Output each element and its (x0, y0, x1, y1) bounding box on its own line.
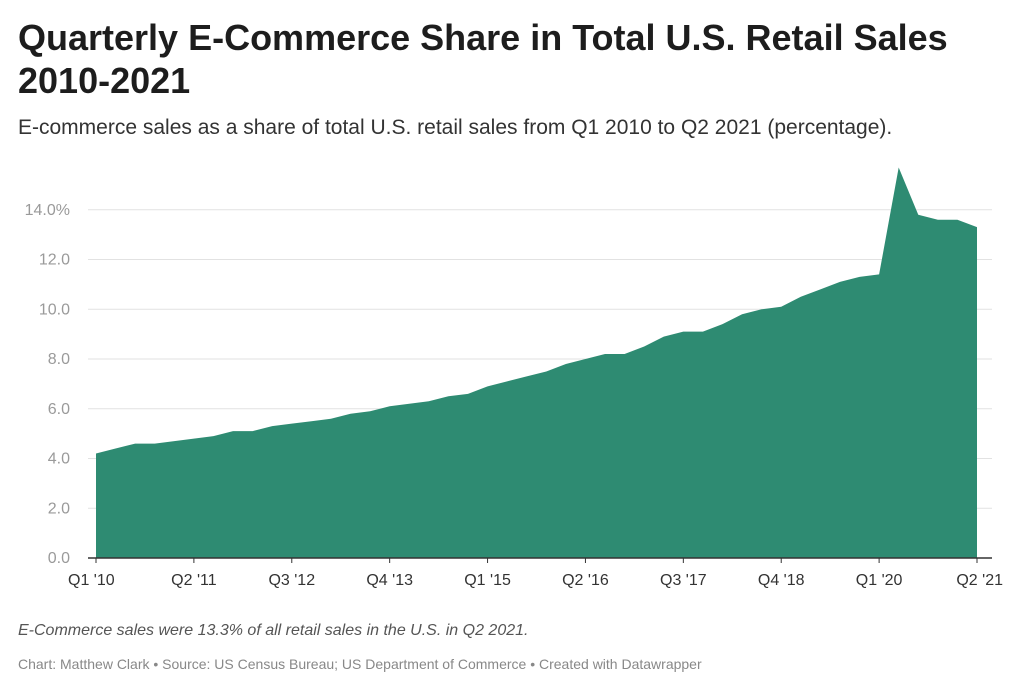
y-axis-labels: 0.0 2.0 4.0 6.0 8.0 10.0 12.0 14.0% (25, 202, 70, 567)
chart-subtitle: E-commerce sales as a share of total U.S… (18, 116, 893, 139)
y-tick-label: 4.0 (48, 451, 70, 468)
y-tick-label: 8.0 (48, 351, 70, 368)
x-tick-label: Q2 '16 (562, 572, 609, 589)
y-tick-label: 6.0 (48, 401, 70, 418)
x-axis-labels: Q1 '10 Q2 '11 Q3 '12 Q4 '13 Q1 '15 Q2 '16 Q3 '… (68, 558, 1003, 589)
x-tick-label: Q1 '20 (856, 572, 903, 589)
area-series (88, 167, 992, 559)
x-tick-label: Q2 '21 (956, 572, 1003, 589)
y-tick-label: 14.0% (25, 202, 70, 219)
annotation-note: E-Commerce sales were 13.3% of all retai… (18, 622, 529, 639)
y-tick-label: 2.0 (48, 500, 70, 517)
x-tick-label: Q4 '13 (366, 572, 413, 589)
x-tick-label: Q1 '15 (464, 572, 511, 589)
x-tick-label: Q2 '11 (171, 572, 217, 589)
y-tick-label: 10.0 (39, 301, 70, 318)
x-tick-label: Q3 '12 (268, 572, 315, 589)
y-tick-label: 12.0 (39, 252, 70, 269)
source-footer: Chart: Matthew Clark • Source: US Census… (18, 656, 702, 672)
chart-title: Quarterly E-Commerce Share in Total U.S.… (18, 17, 948, 101)
area-fill (96, 167, 977, 558)
y-tick-label: 0.0 (48, 550, 70, 567)
area-chart: 0.0 2.0 4.0 6.0 8.0 10.0 12.0 14.0% Q1 '10 Q2 '1… (25, 167, 1003, 589)
x-tick-label: Q4 '18 (758, 572, 805, 589)
x-tick-label: Q1 '10 (68, 572, 115, 589)
x-tick-label: Q3 '17 (660, 572, 707, 589)
